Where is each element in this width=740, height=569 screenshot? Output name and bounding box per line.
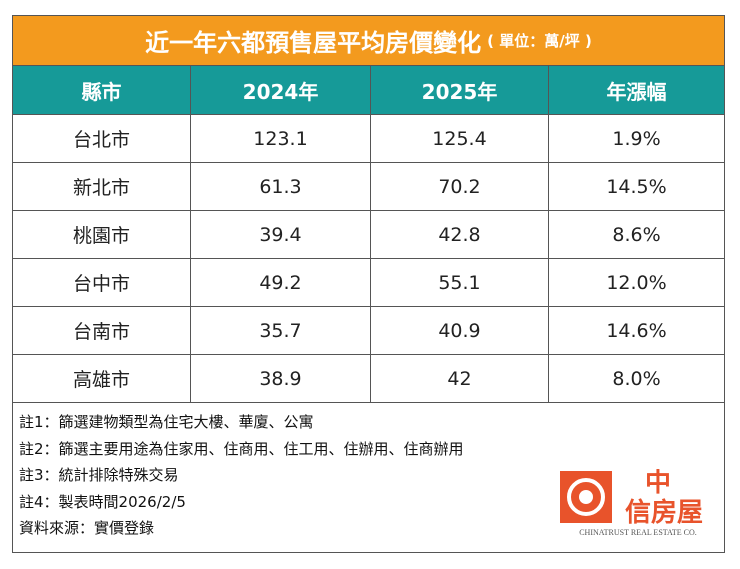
table-cell: 高雄市 [13,355,191,402]
unit: ( 單位：萬/坪 ) [487,32,592,50]
table-cell: 8.0% [612,367,661,390]
table-cell: 1.9% [612,127,661,150]
table-cell: 61.3 [191,163,371,210]
table-cell: 55.1 [371,259,549,306]
note: 註1：篩選建物類型為住宅大樓、華廈、公寓 [19,413,314,431]
logo-ring [567,478,605,516]
table-row: 台中市 49.2 55.1 12.0% [13,259,724,307]
table-cell: 桃園市 [13,211,191,258]
table-cell: 14.5% [606,175,667,198]
table-cell: 台中市 [13,259,191,306]
table-cell: 40.9 [371,307,549,354]
logo-english: CHINATRUST REAL ESTATE CO. [579,528,697,537]
note: 註2：篩選主要用途為住家用、住商用、住工用、住辦用、住商辦用 [19,439,464,458]
table-row: 台南市 35.7 40.9 14.6% [13,307,724,355]
table-cell: 49.2 [191,259,371,306]
title: 近一年六都預售屋平均房價變化 [145,29,482,57]
table-cell: 38.9 [191,355,371,402]
logo: 中 信房屋 CHINATRUST REAL ESTATE CO. [560,469,703,537]
header-row: 縣市 2024年 2025年 年漲幅 [13,66,724,115]
table-row: 桃園市 39.4 42.8 8.6% [13,211,724,259]
table-row: 高雄市 38.9 42 8.0% [13,355,724,403]
table-row: 新北市 61.3 70.2 14.5% [13,163,724,211]
note: 註4：製表時間2026/2/5 [19,492,186,511]
note: 資料來源：實價登錄 [19,519,155,537]
logo-name-top: 中 [645,469,671,498]
table-cell: 70.2 [371,163,549,210]
notes: 註1：篩選建物類型為住宅大樓、華廈、公寓註2：篩選主要用途為住家用、住商用、住工… [13,403,724,548]
table-cell: 42 [371,355,549,402]
table-frame: 近一年六都預售屋平均房價變化 ( 單位：萬/坪 ) 縣市 2024年 2025年 年漲… [12,15,725,553]
table-cell: 123.1 [191,115,371,162]
table-cell: 新北市 [13,163,191,210]
note: 註3：統計排除特殊交易 [19,466,179,484]
table-row: 台北市 123.1 125.4 1.9% [13,115,724,163]
table-cell: 14.6% [606,319,667,342]
logo-dot [579,490,593,504]
table-cell: 台南市 [13,307,191,354]
table-cell: 42.8 [371,211,549,258]
title-bar: 近一年六都預售屋平均房價變化 ( 單位：萬/坪 ) [13,16,724,66]
table-cell: 125.4 [371,115,549,162]
table-cell: 8.6% [612,223,661,246]
table-body: 縣市 2024年 2025年 年漲幅台北市 123.1 125.4 1.9% 新北市 61.3 7… [13,66,724,403]
table-cell: 12.0% [606,271,667,294]
table-cell: 39.4 [191,211,371,258]
table-cell: 35.7 [191,307,371,354]
table-cell: 台北市 [13,115,191,162]
column-header: 年漲幅 [606,79,667,104]
column-header: 2024年 [191,66,371,114]
column-header: 縣市 [13,66,191,114]
column-header: 2025年 [371,66,549,114]
logo-name-bottom: 信房屋 [625,498,703,528]
